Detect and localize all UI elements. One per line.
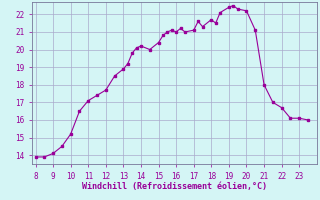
X-axis label: Windchill (Refroidissement éolien,°C): Windchill (Refroidissement éolien,°C) <box>82 182 267 191</box>
